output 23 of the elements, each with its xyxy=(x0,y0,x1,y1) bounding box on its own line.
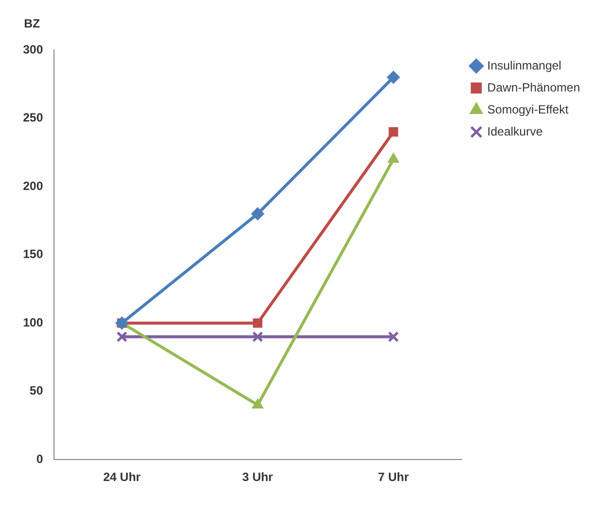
y-tick-label: 300 xyxy=(22,42,44,56)
point xyxy=(116,331,128,342)
point xyxy=(388,127,398,137)
point xyxy=(388,331,399,342)
y-tick-label: 0 xyxy=(36,452,44,466)
x-tick-label: 24 Uhr xyxy=(103,470,141,484)
x-tick-label: 3 Uhr xyxy=(242,470,274,484)
point xyxy=(388,152,400,163)
y-tick-label: 250 xyxy=(22,110,44,125)
x-tick-label: 7 Uhr xyxy=(378,470,410,484)
y-tick-label: 50 xyxy=(30,384,44,398)
y-axis-title: BZ xyxy=(24,16,40,30)
y-tick-label: 100 xyxy=(22,315,44,330)
legend-label: Somogyi-Effekt xyxy=(487,102,570,116)
legend-label: Idealkurve xyxy=(487,124,543,138)
point xyxy=(251,207,264,220)
y-tick-label: 200 xyxy=(22,178,44,193)
point xyxy=(386,70,400,84)
legend-label: Insulinmangel xyxy=(487,58,562,72)
point xyxy=(252,318,262,328)
point xyxy=(252,331,264,342)
y-tick-label: 150 xyxy=(22,247,44,262)
legend-label: Dawn-Phänomen xyxy=(487,80,580,94)
